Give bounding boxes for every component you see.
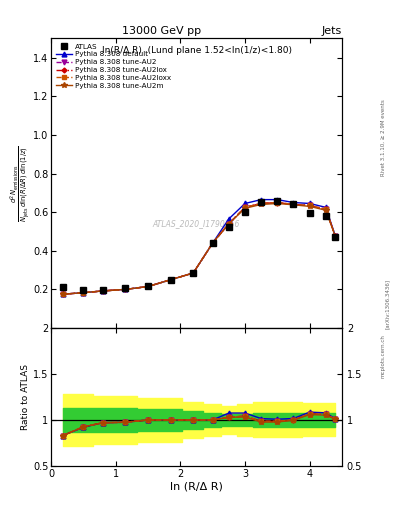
Text: Rivet 3.1.10, ≥ 2.9M events: Rivet 3.1.10, ≥ 2.9M events	[381, 99, 386, 176]
Text: ATLAS_2020_I1790256: ATLAS_2020_I1790256	[153, 219, 240, 228]
Text: 13000 GeV pp: 13000 GeV pp	[122, 26, 201, 36]
Y-axis label: $\frac{d^2 N_{\rm emissions}}{N_{\rm jets}\, d\ln(R/\Delta R)\, d\ln(1/z)}$: $\frac{d^2 N_{\rm emissions}}{N_{\rm jet…	[8, 145, 31, 222]
Text: [arXiv:1306.3436]: [arXiv:1306.3436]	[385, 279, 389, 329]
Text: Jets: Jets	[321, 26, 342, 36]
Text: mcplots.cern.ch: mcplots.cern.ch	[381, 334, 386, 378]
Legend: ATLAS, Pythia 8.308 default, Pythia 8.308 tune-AU2, Pythia 8.308 tune-AU2lox, Py: ATLAS, Pythia 8.308 default, Pythia 8.30…	[55, 42, 173, 90]
X-axis label: ln (R/Δ R): ln (R/Δ R)	[170, 481, 223, 492]
Y-axis label: Ratio to ATLAS: Ratio to ATLAS	[21, 364, 30, 430]
Text: ln(R/Δ R)  (Lund plane 1.52<ln(1/z)<1.80): ln(R/Δ R) (Lund plane 1.52<ln(1/z)<1.80)	[101, 46, 292, 55]
